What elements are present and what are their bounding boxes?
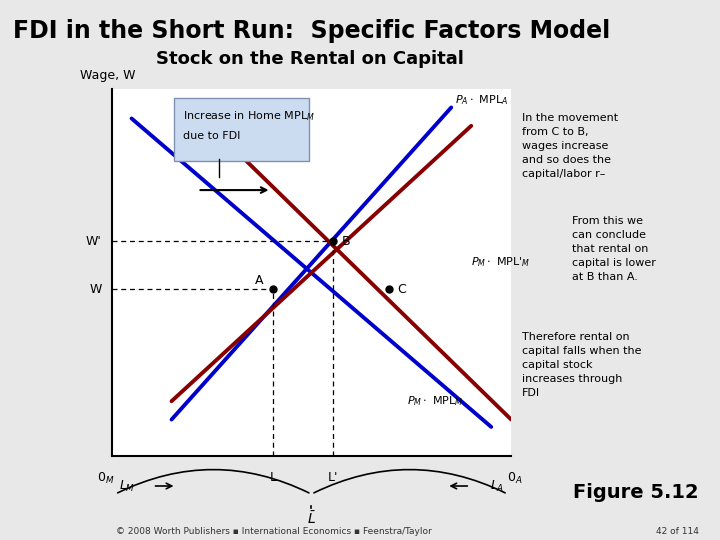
Text: FDI in the Short Run:  Specific Factors Model: FDI in the Short Run: Specific Factors M… [13, 19, 611, 43]
Text: due to FDI: due to FDI [183, 131, 240, 141]
Text: $0_M$: $0_M$ [97, 471, 114, 486]
Text: © 2008 Worth Publishers ▪ International Economics ▪ Feenstra/Taylor: © 2008 Worth Publishers ▪ International … [116, 526, 431, 536]
Text: $P_M\cdot$ MPL'$_M$: $P_M\cdot$ MPL'$_M$ [472, 255, 531, 268]
Text: B: B [341, 235, 350, 248]
Text: $P_M\cdot$ MPL$_M$: $P_M\cdot$ MPL$_M$ [408, 394, 464, 408]
Text: Figure 5.12: Figure 5.12 [573, 483, 698, 502]
Text: L': L' [328, 471, 338, 484]
Text: Therefore rental on
capital falls when the
capital stock
increases through
FDI: Therefore rental on capital falls when t… [522, 332, 642, 398]
Text: W: W [89, 283, 102, 296]
Text: $\bar{L}$: $\bar{L}$ [307, 510, 316, 527]
Text: $L_A$: $L_A$ [490, 478, 504, 494]
Text: From this we
can conclude
that rental on
capital is lower
at B than A.: From this we can conclude that rental on… [572, 216, 656, 282]
Text: In the movement
from C to B,
wages increase
and so does the
capital/labor r–: In the movement from C to B, wages incre… [522, 113, 618, 179]
Text: $P_A\cdot$ MPL$_A$: $P_A\cdot$ MPL$_A$ [455, 93, 508, 107]
Text: Wage, W: Wage, W [80, 69, 135, 82]
Text: A: A [255, 274, 264, 287]
Text: Increase in Home MPL$_M$: Increase in Home MPL$_M$ [183, 109, 315, 123]
Text: L: L [270, 471, 277, 484]
Text: 42 of 114: 42 of 114 [655, 526, 698, 536]
FancyBboxPatch shape [174, 98, 310, 161]
Text: Stock on the Rental on Capital: Stock on the Rental on Capital [156, 50, 464, 68]
Text: $L_M$: $L_M$ [119, 478, 135, 494]
Text: C: C [397, 283, 406, 296]
Text: $0_A$: $0_A$ [508, 471, 523, 486]
Text: W': W' [86, 235, 102, 248]
